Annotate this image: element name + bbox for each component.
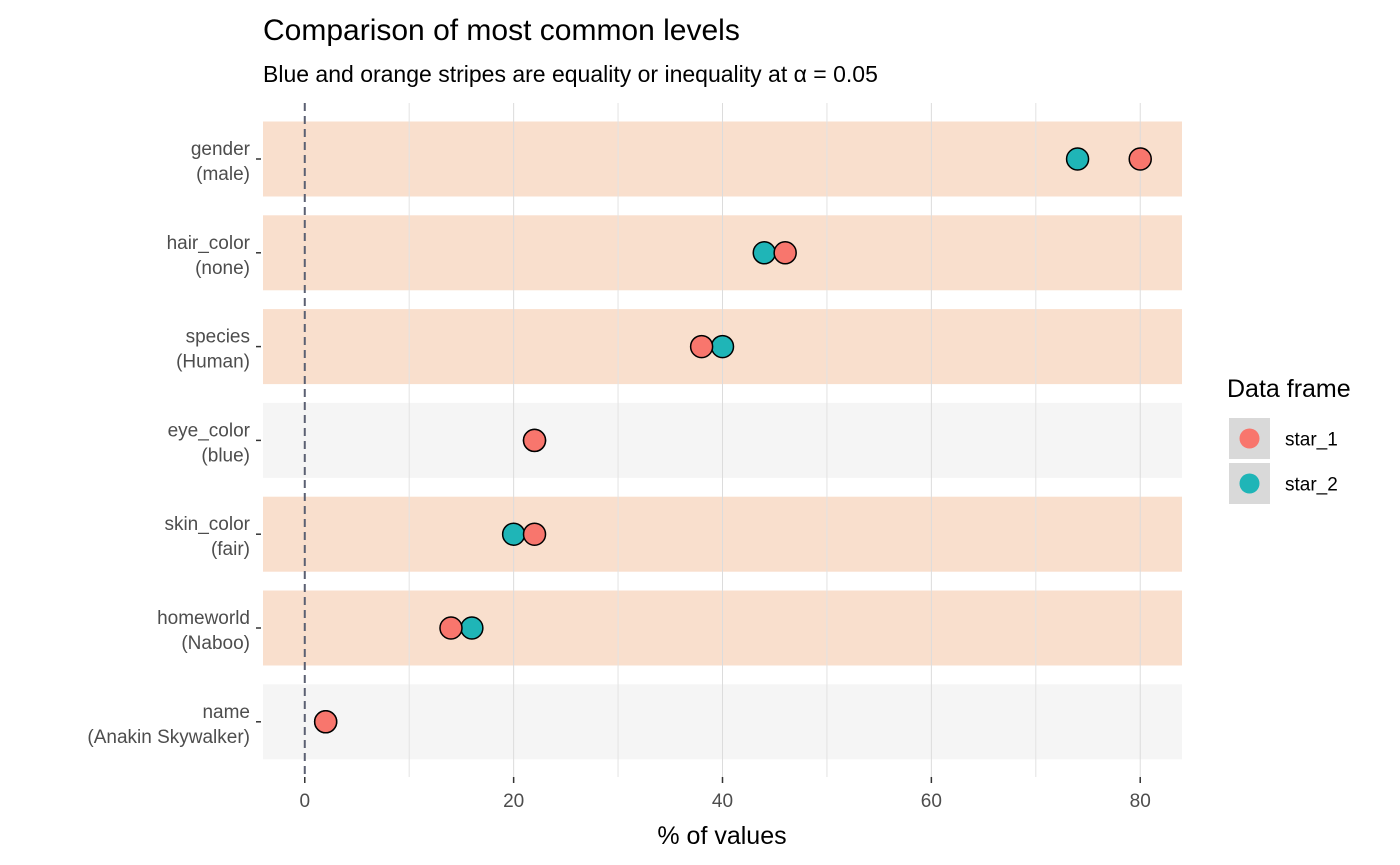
- point-star_2-hair_color: [752, 241, 777, 265]
- x-axis-title: % of values: [657, 822, 786, 850]
- x-tick-label: 60: [921, 791, 942, 812]
- y-tick-label-variable: skin_color: [164, 514, 250, 535]
- point-star_1-species: [689, 334, 714, 359]
- legend-label-star_2: star_2: [1285, 475, 1338, 496]
- point-star_1-homeworld: [439, 616, 463, 640]
- legend: Data frame star_1 star_2: [1227, 375, 1351, 504]
- legend-key-star_1: [1239, 428, 1260, 449]
- point-star_2-species: [710, 334, 735, 359]
- y-tick-label-level: (Naboo): [181, 633, 250, 654]
- point-star_2-skin_color: [501, 522, 526, 546]
- y-tick-label-variable: hair_color: [167, 233, 251, 254]
- y-tick-label-variable: eye_color: [168, 420, 251, 441]
- x-tick-label: 0: [299, 791, 310, 812]
- y-tick-label-level: (Anakin Skywalker): [87, 727, 250, 748]
- x-tick-label: 80: [1130, 791, 1151, 812]
- y-tick-label-variable: species: [186, 327, 250, 348]
- y-tick-label-level: (Human): [176, 352, 250, 373]
- legend-label-star_1: star_1: [1285, 430, 1338, 451]
- y-tick-label-level: (none): [195, 258, 250, 279]
- point-star_2-gender: [1065, 147, 1090, 171]
- legend-title: Data frame: [1227, 375, 1351, 403]
- y-tick-label-variable: homeworld: [157, 608, 250, 629]
- y-tick-label-level: (male): [196, 164, 250, 185]
- point-star_1-gender: [1128, 147, 1152, 171]
- point-star_1-skin_color: [522, 522, 547, 546]
- x-tick-label: 20: [503, 791, 524, 812]
- y-tick-label-variable: name: [202, 702, 250, 723]
- chart-title: Comparison of most common levels: [263, 14, 740, 47]
- point-star_1-hair_color: [773, 241, 797, 265]
- y-tick-label-variable: gender: [191, 139, 251, 160]
- legend-key-star_2: [1239, 473, 1260, 494]
- y-tick-label-level: (blue): [201, 445, 250, 466]
- y-tick-label-level: (fair): [211, 539, 250, 560]
- point-star_2-homeworld: [460, 616, 484, 640]
- point-star_1-eye_color: [522, 428, 547, 453]
- point-star_1-name: [313, 710, 338, 734]
- plot-area: 0 20 40 60 80 gender (male) hair_color (none) spe…: [87, 103, 1182, 812]
- x-tick-label: 40: [712, 791, 733, 812]
- chart-subtitle: Blue and orange stripes are equality or …: [263, 61, 878, 87]
